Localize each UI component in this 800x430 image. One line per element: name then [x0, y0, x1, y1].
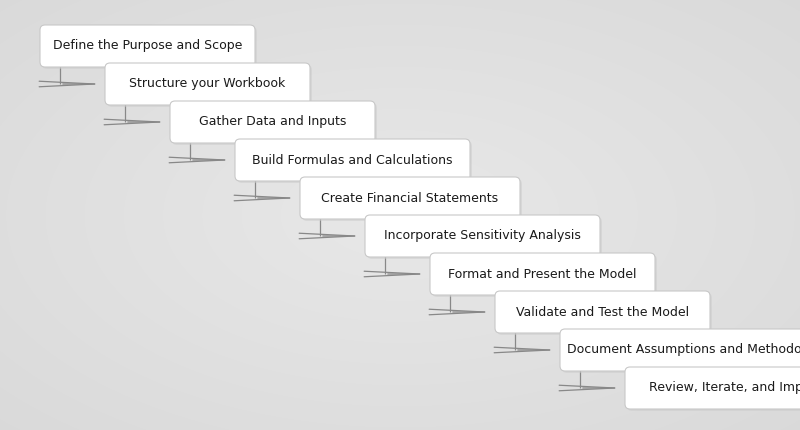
FancyBboxPatch shape	[107, 65, 312, 107]
Text: Format and Present the Model: Format and Present the Model	[448, 267, 637, 280]
FancyBboxPatch shape	[562, 331, 800, 373]
FancyBboxPatch shape	[432, 255, 657, 297]
Text: Create Financial Statements: Create Financial Statements	[322, 191, 498, 205]
FancyBboxPatch shape	[237, 141, 472, 183]
Text: Incorporate Sensitivity Analysis: Incorporate Sensitivity Analysis	[384, 230, 581, 243]
Text: Build Formulas and Calculations: Build Formulas and Calculations	[252, 154, 453, 166]
FancyBboxPatch shape	[42, 27, 257, 69]
Text: Review, Iterate, and Improve: Review, Iterate, and Improve	[650, 381, 800, 394]
FancyBboxPatch shape	[625, 367, 800, 409]
Text: Gather Data and Inputs: Gather Data and Inputs	[199, 116, 346, 129]
FancyBboxPatch shape	[235, 139, 470, 181]
Text: Structure your Workbook: Structure your Workbook	[130, 77, 286, 90]
FancyBboxPatch shape	[170, 101, 375, 143]
Text: Validate and Test the Model: Validate and Test the Model	[516, 305, 689, 319]
FancyBboxPatch shape	[495, 291, 710, 333]
FancyBboxPatch shape	[627, 369, 800, 411]
FancyBboxPatch shape	[430, 253, 655, 295]
FancyBboxPatch shape	[302, 179, 522, 221]
FancyBboxPatch shape	[172, 103, 377, 145]
FancyBboxPatch shape	[365, 215, 600, 257]
Text: Document Assumptions and Methodology: Document Assumptions and Methodology	[567, 344, 800, 356]
FancyBboxPatch shape	[497, 293, 712, 335]
FancyBboxPatch shape	[560, 329, 800, 371]
FancyBboxPatch shape	[367, 217, 602, 259]
FancyBboxPatch shape	[105, 63, 310, 105]
FancyBboxPatch shape	[40, 25, 255, 67]
FancyBboxPatch shape	[300, 177, 520, 219]
Text: Define the Purpose and Scope: Define the Purpose and Scope	[53, 40, 242, 52]
